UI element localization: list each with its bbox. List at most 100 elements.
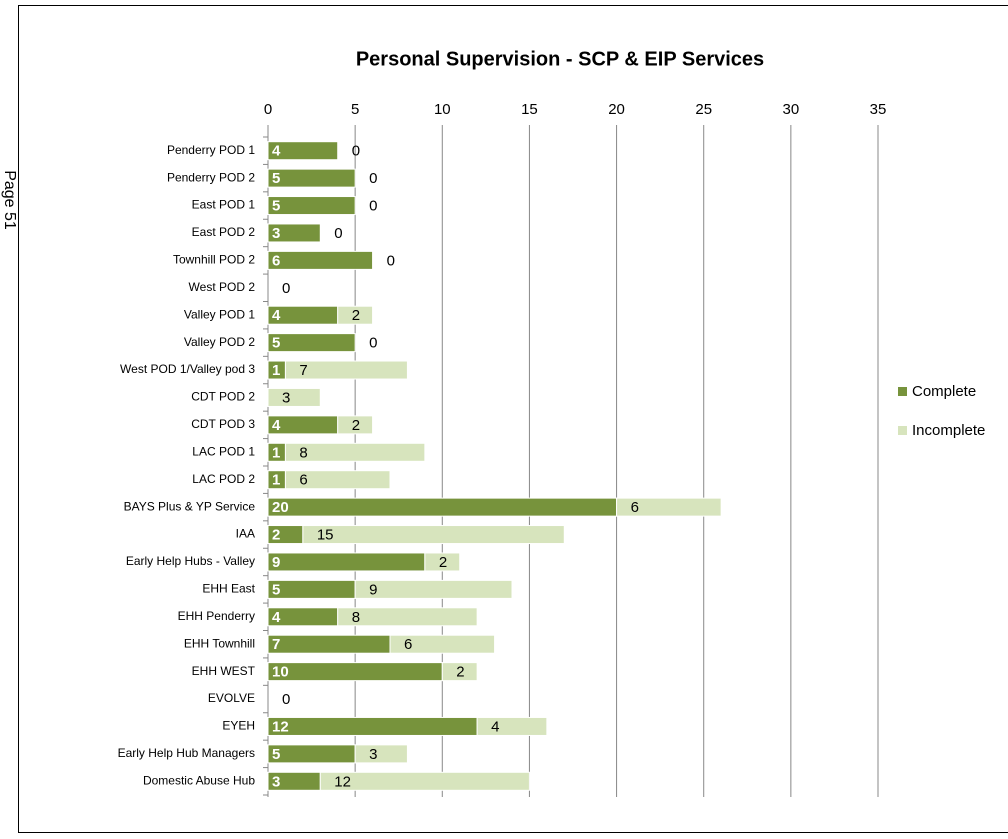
y-tick-label: IAA: [236, 527, 255, 541]
x-tick-label: 0: [264, 101, 272, 118]
bar-segment: [354, 579, 513, 599]
data-label: 1: [272, 444, 280, 461]
data-label: 4: [272, 609, 281, 626]
data-label: 2: [439, 554, 447, 571]
bar-segment: [284, 360, 408, 380]
x-tick-label: 20: [608, 101, 625, 118]
y-tick-label: EHH Townhill: [184, 636, 255, 650]
data-label: 5: [272, 198, 280, 215]
y-tick-label: East POD 1: [192, 198, 256, 212]
data-label: 2: [352, 307, 360, 324]
y-tick-label: LAC POD 2: [192, 472, 255, 486]
y-tick-label: EYEH: [222, 719, 255, 733]
data-label: 7: [299, 362, 307, 379]
x-tick-label: 25: [695, 101, 712, 118]
y-tick-label: CDT POD 2: [191, 390, 255, 404]
bar-segment: [337, 415, 374, 435]
bar-segment: [267, 333, 356, 353]
legend-swatch: [898, 426, 907, 435]
data-label: 0: [369, 335, 377, 352]
y-tick-label: Early Help Hubs - Valley: [126, 554, 255, 568]
legend-swatch: [898, 387, 907, 396]
page-label: Page 51: [1, 170, 18, 230]
x-tick-label: 15: [521, 101, 538, 118]
data-label: 0: [282, 280, 290, 297]
bar-segment: [424, 552, 461, 572]
data-label: 12: [334, 773, 351, 790]
data-label: 5: [272, 170, 280, 187]
y-tick-label: EHH WEST: [192, 664, 256, 678]
data-label: 6: [631, 499, 639, 516]
data-label: 5: [272, 335, 280, 352]
y-tick-label: West POD 2: [189, 280, 256, 294]
bar-segment: [616, 497, 722, 517]
data-label: 4: [491, 718, 499, 735]
data-label: 10: [272, 664, 289, 681]
legend-label: Incomplete: [912, 422, 985, 439]
bar-segment: [389, 634, 496, 654]
bar-segment: [267, 662, 443, 682]
y-tick-label: Valley POD 1: [184, 307, 255, 321]
data-label: 6: [272, 252, 280, 269]
data-label: 0: [369, 198, 377, 215]
data-label: 12: [272, 718, 289, 735]
data-label: 2: [352, 417, 360, 434]
legend-label: Complete: [912, 383, 976, 400]
y-tick-label: Early Help Hub Managers: [118, 746, 255, 760]
bar-segment: [267, 552, 426, 572]
x-tick-label: 5: [351, 101, 359, 118]
data-label: 3: [369, 746, 377, 763]
bar-segment: [267, 250, 374, 270]
data-label: 15: [317, 527, 334, 544]
data-label: 9: [369, 581, 377, 598]
data-label: 1: [272, 362, 280, 379]
y-tick-label: Domestic Abuse Hub: [143, 773, 255, 787]
bar-segment: [476, 716, 548, 736]
bar-segment: [267, 634, 391, 654]
bar-segment: [267, 579, 356, 599]
data-label: 8: [299, 444, 307, 461]
data-label: 1: [272, 472, 280, 489]
bar-segment: [267, 168, 356, 188]
bar-segment: [267, 744, 356, 764]
data-label: 4: [272, 417, 281, 434]
data-label: 0: [369, 170, 377, 187]
x-tick-label: 35: [870, 101, 887, 118]
data-label: 2: [456, 664, 464, 681]
chart-title: Personal Supervision - SCP & EIP Service…: [356, 48, 764, 70]
data-label: 0: [282, 691, 290, 708]
y-tick-label: EHH Penderry: [178, 609, 255, 623]
data-label: 20: [272, 499, 289, 516]
y-tick-label: Penderry POD 1: [167, 143, 255, 157]
x-tick-label: 10: [434, 101, 451, 118]
bar-segment: [441, 662, 478, 682]
y-tick-label: EHH East: [202, 582, 255, 596]
bar-segment: [267, 387, 321, 407]
bar-segment: [337, 607, 478, 627]
data-label: 0: [272, 280, 280, 297]
bar-segment: [337, 305, 374, 325]
data-label: 5: [272, 581, 280, 598]
data-label: 6: [404, 636, 412, 653]
bar-segment: [354, 744, 408, 764]
bar-segment: [267, 716, 478, 736]
data-label: 4: [272, 307, 281, 324]
data-label: 7: [272, 636, 280, 653]
data-label: 0: [334, 225, 342, 242]
y-tick-label: BAYS Plus & YP Service: [124, 499, 256, 513]
data-label: 4: [272, 143, 281, 160]
data-label: 0: [272, 691, 280, 708]
bar-segment: [302, 525, 565, 545]
bar-segment: [267, 497, 618, 517]
y-tick-label: LAC POD 1: [192, 444, 255, 458]
data-label: 2: [272, 527, 280, 544]
data-label: 9: [272, 554, 280, 571]
data-label: 0: [352, 143, 360, 160]
y-tick-label: Valley POD 2: [184, 335, 255, 349]
data-label: 8: [352, 609, 360, 626]
bar-segment: [284, 470, 391, 490]
data-label: 5: [272, 746, 280, 763]
data-label: 0: [387, 252, 395, 269]
